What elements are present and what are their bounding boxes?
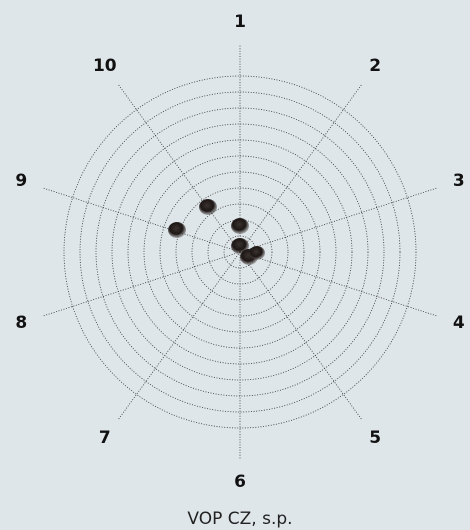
direction-label: 9: [15, 171, 27, 191]
direction-label: 10: [93, 56, 117, 76]
direction-label: 6: [234, 472, 246, 492]
ring: [191, 203, 289, 301]
rays: [42, 44, 438, 460]
direction-label: 3: [453, 171, 465, 191]
ray: [239, 251, 363, 421]
ray: [239, 187, 438, 253]
ring: [159, 171, 321, 333]
ray: [42, 251, 241, 317]
bullet-holes: [168, 199, 265, 265]
bullet-hole: [168, 222, 186, 238]
direction-label: 2: [369, 56, 381, 76]
ray: [42, 187, 241, 253]
ray: [239, 83, 363, 253]
ring: [175, 187, 305, 317]
ring: [79, 91, 401, 413]
ring: [95, 107, 385, 397]
bullet-hole: [231, 218, 249, 234]
ring: [63, 75, 417, 429]
bullet-hole: [199, 199, 217, 215]
ray: [239, 251, 438, 317]
bullet-hole: [249, 246, 265, 260]
direction-label: 4: [453, 313, 465, 333]
ring: [127, 139, 353, 365]
ring: [143, 155, 337, 349]
labels: 1 2 3 4 5 6 7 8 9 10: [15, 12, 464, 492]
direction-label: 7: [99, 428, 111, 448]
direction-label: 1: [234, 12, 246, 32]
bullet-hole: [231, 238, 249, 254]
caption: VOP CZ, s.p.: [187, 509, 292, 529]
ray: [117, 251, 241, 421]
direction-label: 8: [15, 313, 27, 333]
ray: [117, 83, 241, 253]
direction-label: 5: [369, 428, 381, 448]
